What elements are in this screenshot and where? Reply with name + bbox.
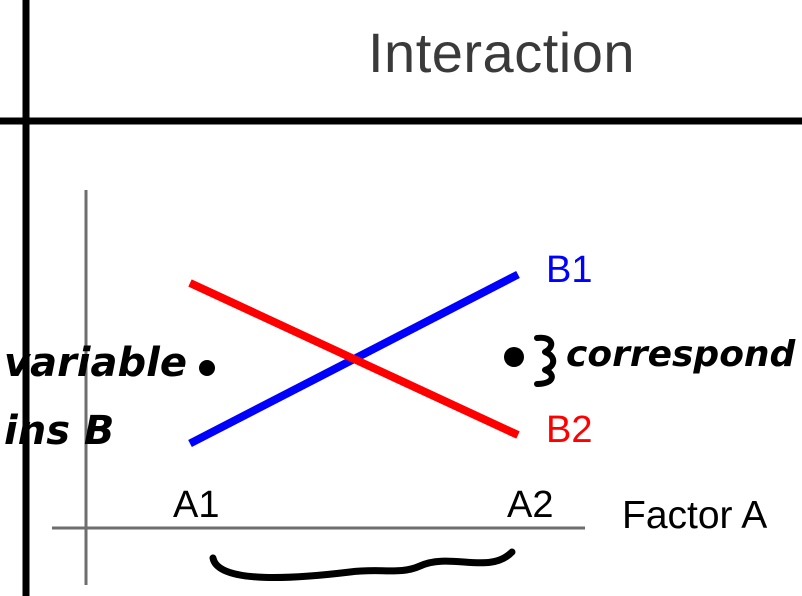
series-label-b1: B1 bbox=[546, 248, 593, 291]
annotation-right: correspond bbox=[566, 334, 796, 375]
x-tick-label-a2: A2 bbox=[507, 484, 554, 526]
right-dot bbox=[504, 347, 524, 367]
curly-brace-mark bbox=[534, 334, 557, 387]
page-title: Interaction bbox=[368, 21, 635, 84]
left-dot bbox=[199, 360, 215, 376]
series-line-b2 bbox=[188, 279, 520, 439]
handwritten-ink bbox=[199, 334, 557, 582]
brace-stroke bbox=[209, 548, 516, 582]
annotation-left-line1: variable bbox=[4, 340, 187, 386]
x-axis-label: Factor A bbox=[622, 494, 768, 537]
x-tick-label-a1: A1 bbox=[173, 484, 220, 526]
annotation-left-line2: ins B bbox=[4, 408, 115, 454]
series-label-b2: B2 bbox=[546, 409, 593, 452]
